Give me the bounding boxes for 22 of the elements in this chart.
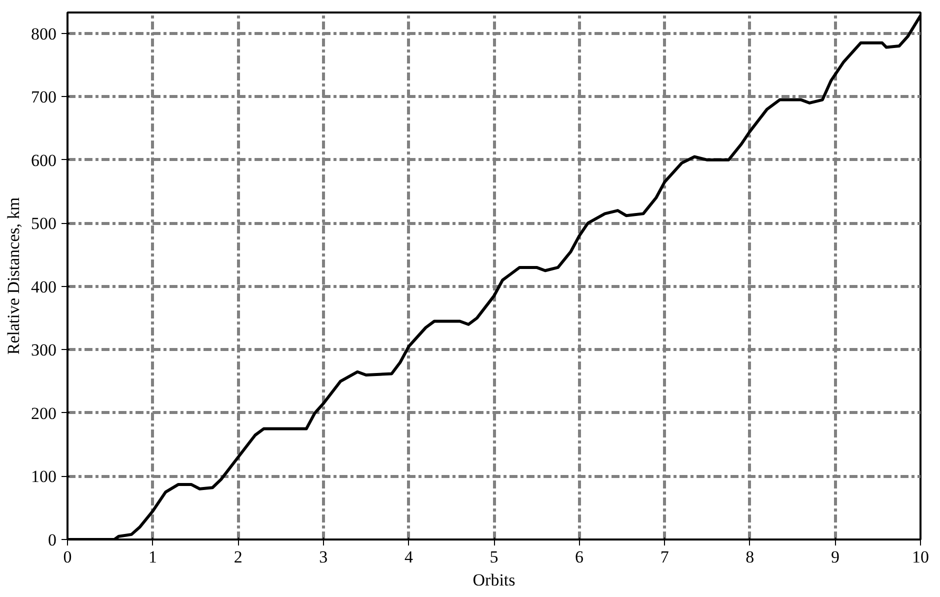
x-tick-label: 9 bbox=[830, 548, 840, 566]
y-tick-label: 100 bbox=[31, 467, 56, 486]
x-tick-label: 6 bbox=[575, 548, 584, 566]
x-tick-label: 1 bbox=[148, 548, 158, 566]
y-tick-label: 500 bbox=[31, 214, 56, 234]
x-axis-title: Orbits bbox=[472, 570, 516, 590]
x-tick-label: 7 bbox=[660, 548, 670, 566]
y-tick-label: 200 bbox=[31, 404, 56, 423]
x-tick-label: 3 bbox=[319, 548, 328, 566]
y-tick-label: 800 bbox=[31, 24, 56, 44]
x-tick-label: 2 bbox=[234, 548, 242, 566]
x-tick-label: 0 bbox=[63, 548, 72, 566]
y-tick-label: 700 bbox=[31, 88, 56, 107]
y-tick-label: 0 bbox=[48, 530, 56, 550]
y-tick-label: 600 bbox=[31, 150, 56, 170]
y-tick-label: 300 bbox=[31, 340, 56, 360]
y-axis-title: Relative Distances, km bbox=[4, 197, 23, 355]
x-tick-label: 8 bbox=[746, 548, 754, 566]
y-tick-label: 400 bbox=[31, 277, 56, 296]
x-tick-label: 10 bbox=[912, 548, 929, 566]
x-tick-label: 4 bbox=[404, 548, 414, 566]
x-tick-label: 5 bbox=[490, 548, 498, 566]
